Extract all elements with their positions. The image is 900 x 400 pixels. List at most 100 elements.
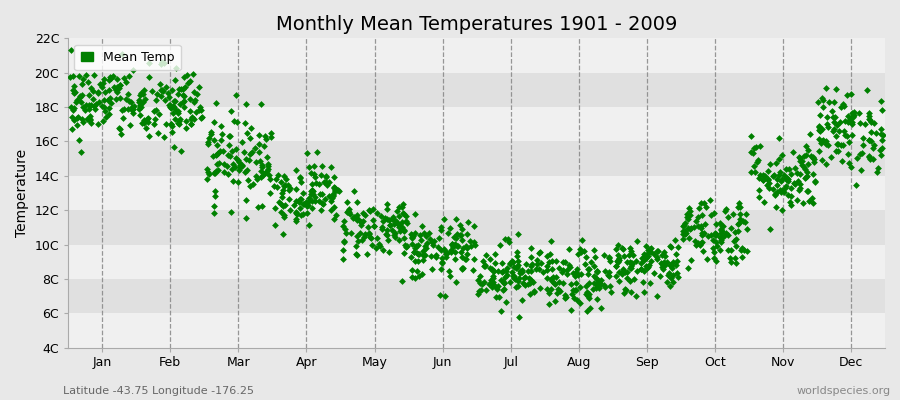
Point — [500, 298, 514, 305]
Point — [94, 84, 109, 90]
Point — [747, 145, 761, 152]
Point — [766, 186, 780, 192]
Point — [283, 207, 297, 213]
Point — [382, 217, 396, 223]
Point — [822, 99, 836, 105]
Point — [634, 260, 648, 267]
Point — [795, 162, 809, 168]
Point — [752, 171, 767, 178]
Point — [304, 188, 319, 194]
Point — [505, 269, 519, 275]
Point — [95, 80, 110, 87]
Point — [220, 163, 234, 169]
Point — [784, 171, 798, 178]
Point — [75, 81, 89, 88]
Point — [165, 129, 179, 135]
Point — [798, 143, 813, 149]
Point — [866, 145, 880, 151]
Point — [616, 268, 630, 274]
Point — [215, 131, 230, 138]
Point — [797, 166, 812, 172]
Point — [772, 156, 787, 162]
Point — [708, 230, 723, 236]
Point — [617, 286, 632, 292]
Point — [628, 293, 643, 300]
Point — [161, 90, 176, 96]
Point — [438, 293, 453, 300]
Point — [761, 184, 776, 191]
Point — [113, 130, 128, 137]
Point — [207, 136, 221, 143]
Point — [843, 91, 858, 97]
Point — [400, 244, 414, 250]
Point — [84, 120, 98, 126]
Point — [790, 170, 805, 176]
Point — [795, 158, 809, 164]
Point — [611, 257, 625, 263]
Point — [704, 212, 718, 218]
Point — [96, 104, 111, 110]
Point — [651, 248, 665, 254]
Point — [168, 65, 183, 72]
Point — [315, 200, 329, 206]
Point — [767, 172, 781, 179]
Point — [654, 260, 669, 266]
Point — [698, 204, 713, 210]
Point — [356, 218, 370, 224]
Point — [608, 263, 623, 269]
Point — [171, 120, 185, 127]
Point — [842, 116, 857, 122]
Point — [375, 246, 390, 253]
Point — [838, 132, 852, 138]
Point — [695, 212, 709, 219]
Point — [103, 95, 117, 101]
Point — [276, 183, 291, 189]
Point — [390, 208, 404, 214]
Point — [174, 148, 188, 154]
Point — [163, 102, 177, 108]
Point — [137, 120, 151, 126]
Point — [641, 253, 655, 259]
Point — [173, 116, 187, 122]
Point — [740, 226, 754, 232]
Point — [351, 237, 365, 244]
Point — [350, 198, 365, 205]
Point — [772, 169, 787, 175]
Point — [443, 273, 457, 279]
Point — [858, 121, 872, 127]
Point — [86, 103, 101, 109]
Point — [558, 292, 572, 299]
Point — [654, 252, 669, 258]
Point — [68, 99, 83, 105]
Point — [544, 258, 559, 264]
Point — [862, 110, 877, 116]
Point — [723, 255, 737, 261]
Point — [202, 171, 217, 177]
Point — [812, 124, 826, 130]
Point — [544, 286, 558, 292]
Point — [636, 255, 651, 261]
Point — [762, 180, 777, 186]
Point — [438, 251, 453, 258]
Point — [524, 262, 538, 269]
Point — [562, 262, 576, 268]
Point — [819, 141, 833, 148]
Point — [492, 294, 507, 300]
Point — [841, 92, 855, 98]
Point — [821, 142, 835, 148]
Point — [122, 98, 136, 104]
Point — [138, 96, 152, 102]
Point — [840, 133, 854, 140]
Point — [445, 240, 459, 247]
Point — [612, 254, 626, 261]
Point — [642, 262, 656, 268]
Point — [828, 114, 842, 120]
Point — [411, 242, 426, 248]
Point — [602, 268, 616, 275]
Point — [468, 242, 482, 248]
Point — [173, 101, 187, 107]
Point — [275, 231, 290, 237]
Point — [282, 187, 296, 193]
Point — [634, 266, 648, 272]
Point — [714, 230, 728, 236]
